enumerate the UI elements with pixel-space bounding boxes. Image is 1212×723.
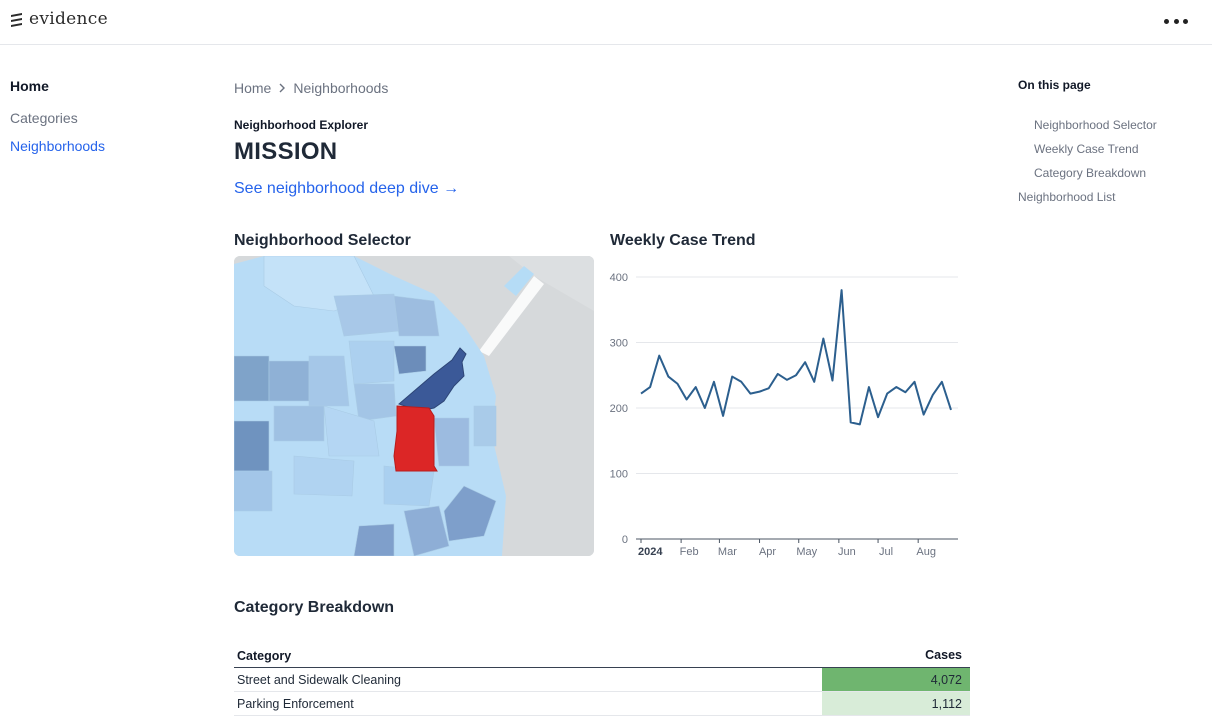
evidence-logo[interactable]: evidence	[10, 9, 108, 29]
sidebar-item-neighborhoods[interactable]: Neighborhoods	[10, 138, 105, 154]
main-content: Home Neighborhoods Neighborhood Explorer…	[234, 78, 970, 716]
data-point[interactable]	[939, 379, 945, 385]
y-tick-label: 100	[610, 469, 628, 481]
line-chart: 0 100 200 300 400 2024 Feb Mar Apr May Jun Jul Aug	[610, 272, 958, 558]
breadcrumb-home[interactable]: Home	[234, 80, 272, 96]
data-point[interactable]	[766, 385, 772, 391]
data-point[interactable]	[693, 384, 699, 390]
dot-icon	[1183, 18, 1188, 24]
toc-item-neighborhood-selector[interactable]: Neighborhood Selector	[1034, 118, 1157, 132]
y-tick-label: 0	[622, 534, 628, 546]
y-tick-label: 200	[610, 403, 628, 415]
chevron-right-icon	[279, 83, 286, 93]
data-point[interactable]	[757, 389, 763, 395]
header-cases[interactable]: Cases	[925, 647, 962, 662]
data-point[interactable]	[711, 379, 717, 385]
weekly-case-trend-chart: 0 100 200 300 400 2024 Feb Mar Apr May Jun Jul Aug	[606, 262, 970, 562]
table-header: Category Cases	[234, 646, 970, 668]
neighborhood-map[interactable]	[234, 256, 594, 556]
data-point[interactable]	[948, 407, 954, 413]
logo-text: evidence	[29, 9, 108, 29]
data-point[interactable]	[665, 374, 671, 380]
sidebar-item-home[interactable]: Home	[10, 78, 49, 94]
row-cases: 1,112	[822, 692, 970, 715]
dot-icon	[1173, 18, 1179, 24]
evidence-logo-icon	[11, 13, 22, 27]
x-tick-label: Apr	[759, 546, 776, 558]
data-point[interactable]	[893, 384, 899, 390]
data-point[interactable]	[884, 391, 890, 397]
breadcrumb: Home Neighborhoods	[234, 78, 970, 98]
data-point[interactable]	[684, 396, 690, 402]
x-tick-label: Mar	[718, 546, 737, 558]
row-cases: 4,072	[822, 668, 970, 691]
x-tick-label: May	[796, 546, 817, 558]
toc-item-weekly-case-trend[interactable]: Weekly Case Trend	[1034, 142, 1139, 156]
x-tick-label: 2024	[638, 546, 663, 558]
x-tick-label: Feb	[680, 546, 699, 558]
toc-item-neighborhood-list[interactable]: Neighborhood List	[1018, 190, 1116, 204]
sidebar-item-categories[interactable]: Categories	[10, 110, 78, 126]
data-point[interactable]	[647, 384, 653, 390]
data-point[interactable]	[656, 353, 662, 359]
data-point[interactable]	[638, 391, 644, 397]
toc-item-category-breakdown[interactable]: Category Breakdown	[1034, 166, 1147, 180]
data-point[interactable]	[875, 414, 881, 420]
breadcrumb-neighborhoods[interactable]: Neighborhoods	[293, 80, 389, 96]
map-svg	[234, 256, 594, 556]
x-tick-label: Aug	[916, 546, 936, 558]
data-point[interactable]	[848, 419, 854, 425]
data-point[interactable]	[784, 377, 790, 383]
sidebar-nav: Home Categories Neighborhoods	[10, 78, 190, 166]
table-row[interactable]: Street and Sidewalk Cleaning 4,072	[234, 668, 970, 692]
y-tick-label: 300	[610, 338, 628, 350]
neighborhood-selector-heading: Neighborhood Selector	[234, 232, 411, 249]
data-point[interactable]	[747, 391, 753, 397]
table-row[interactable]: Parking Enforcement 1,112	[234, 692, 970, 716]
data-point[interactable]	[802, 359, 808, 365]
page-eyebrow: Neighborhood Explorer	[234, 118, 369, 132]
series-line[interactable]	[640, 289, 952, 426]
x-tick-label: Jul	[879, 546, 893, 558]
on-this-page-toc: On this page Neighborhood Selector Weekl…	[1018, 78, 1208, 214]
data-point[interactable]	[902, 389, 908, 395]
page-title: MISSION	[234, 138, 338, 165]
category-breakdown-heading: Category Breakdown	[234, 599, 395, 616]
y-tick-label: 400	[610, 272, 628, 284]
category-table: Category Cases Street and Sidewalk Clean…	[234, 646, 970, 716]
data-point[interactable]	[738, 379, 744, 385]
more-dots-icon[interactable]	[1164, 10, 1188, 32]
data-point[interactable]	[930, 392, 936, 398]
data-point[interactable]	[775, 371, 781, 377]
data-point[interactable]	[720, 413, 726, 419]
x-tick-label: Jun	[838, 546, 856, 558]
data-point[interactable]	[729, 374, 735, 380]
row-category: Street and Sidewalk Cleaning	[237, 672, 401, 687]
data-point[interactable]	[702, 405, 708, 411]
data-point[interactable]	[866, 384, 872, 390]
data-point[interactable]	[793, 372, 799, 378]
data-point[interactable]	[857, 421, 863, 427]
dot-icon	[1164, 18, 1169, 24]
data-point[interactable]	[839, 287, 845, 293]
top-bar: evidence	[0, 0, 1212, 45]
weekly-case-trend-heading: Weekly Case Trend	[610, 232, 756, 249]
data-point[interactable]	[820, 336, 826, 342]
data-point[interactable]	[674, 381, 680, 387]
data-point[interactable]	[912, 379, 918, 385]
header-category[interactable]: Category	[237, 649, 292, 663]
deep-dive-link[interactable]: See neighborhood deep dive →	[234, 180, 460, 197]
data-point[interactable]	[829, 377, 835, 383]
toc-title: On this page	[1018, 78, 1091, 92]
row-category: Parking Enforcement	[237, 696, 354, 711]
data-point[interactable]	[921, 412, 927, 418]
data-point[interactable]	[811, 379, 817, 385]
